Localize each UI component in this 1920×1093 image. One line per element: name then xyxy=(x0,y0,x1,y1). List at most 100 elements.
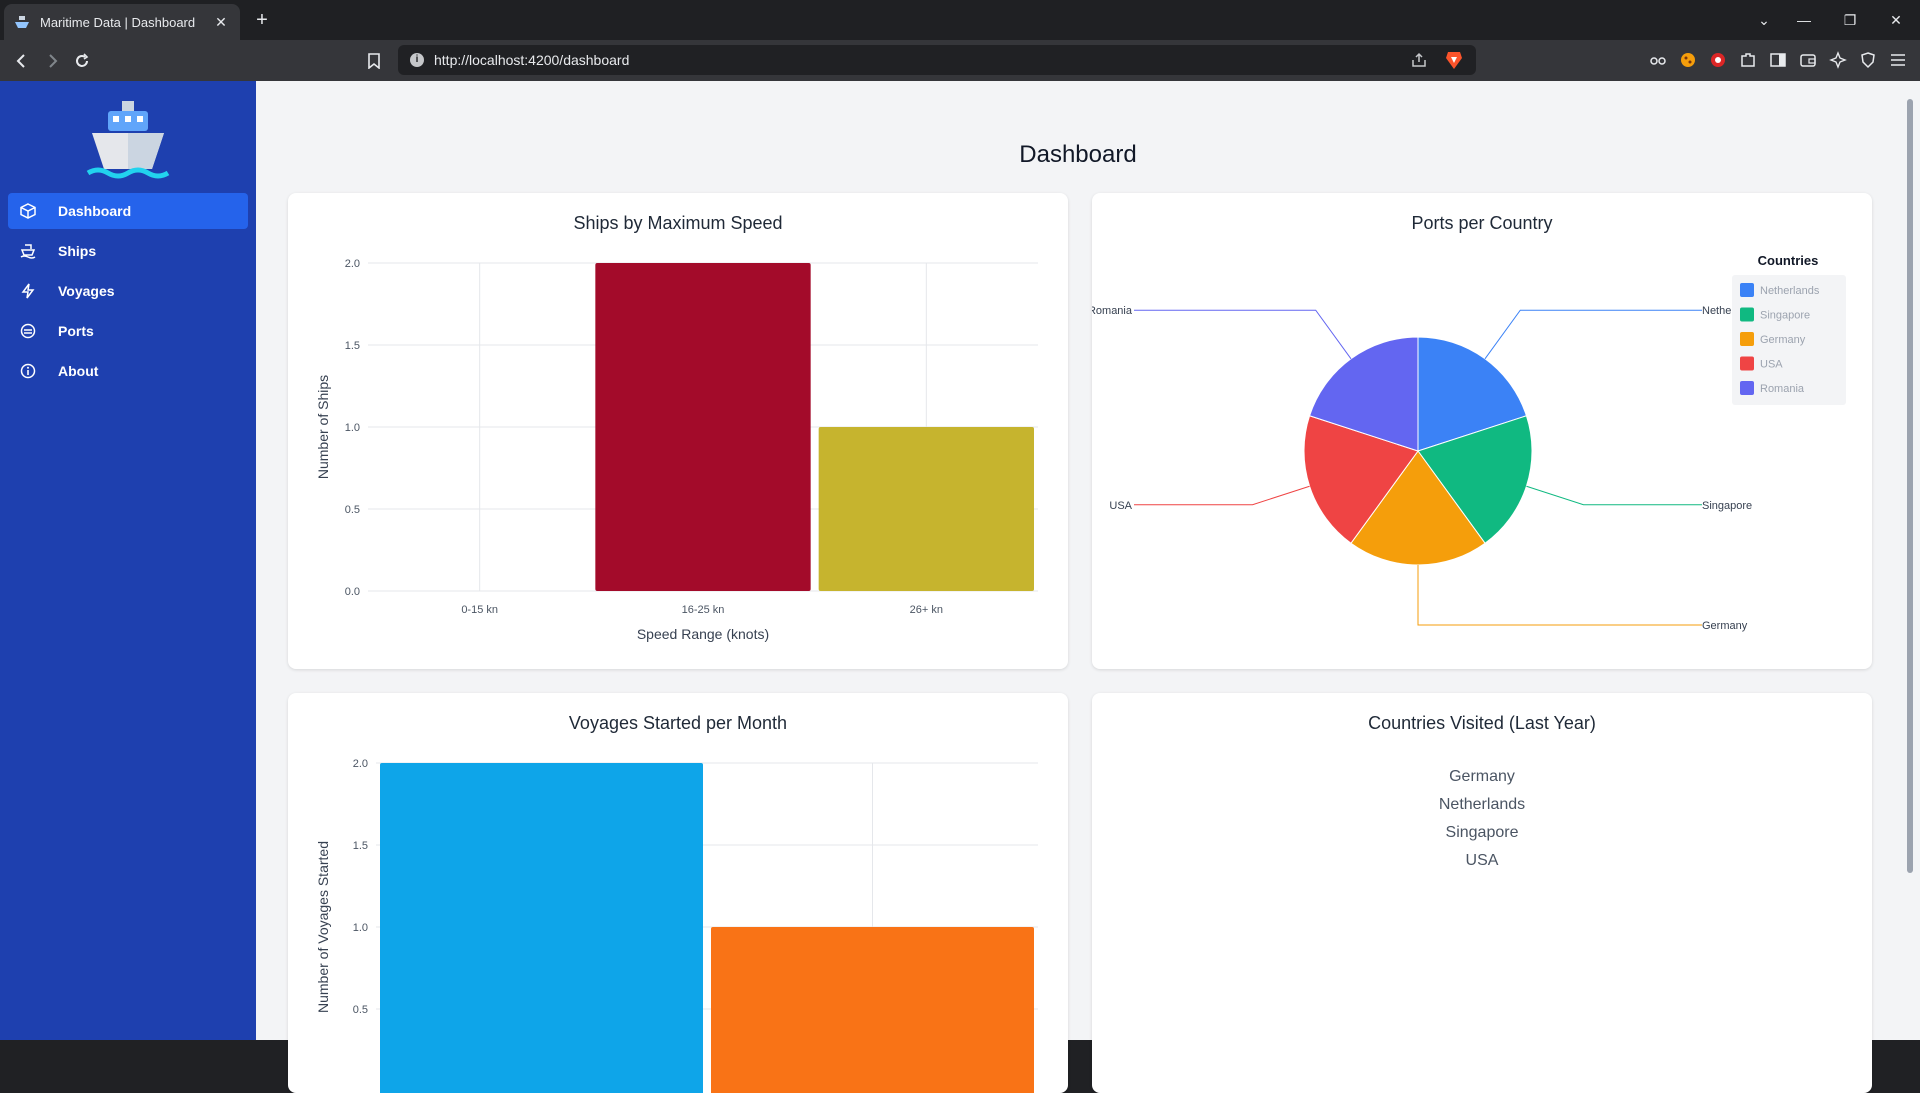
puzzle-extensions-icon[interactable] xyxy=(1738,50,1758,70)
chart-title: Ships by Maximum Speed xyxy=(573,213,783,233)
sidebar-item-dashboard[interactable]: Dashboard xyxy=(8,193,248,229)
legend-label: USA xyxy=(1760,359,1783,371)
vpn-shield-icon[interactable] xyxy=(1858,50,1878,70)
x-tick-label: 26+ kn xyxy=(910,604,943,616)
url-bar[interactable]: i http://localhost:4200/dashboard xyxy=(398,45,1476,75)
ports-country-card: Ports per Country Netherland...Singapore… xyxy=(1092,193,1872,669)
slice-label-line xyxy=(1134,485,1310,506)
slice-label: Romania xyxy=(1092,305,1133,317)
red-extension-icon[interactable] xyxy=(1708,50,1728,70)
legend-swatch xyxy=(1740,356,1754,371)
bookmark-icon xyxy=(368,53,380,69)
slice-label: USA xyxy=(1109,500,1132,512)
ship-favicon-icon xyxy=(15,16,29,28)
tab-title: Maritime Data | Dashboard xyxy=(40,14,196,30)
forward-arrow-icon xyxy=(49,54,58,68)
slice-label-line xyxy=(1526,485,1702,506)
app-root: Dashboard Ships Voyages Ports About xyxy=(0,81,1920,1093)
wallet-icon[interactable] xyxy=(1798,50,1818,70)
pie-slice xyxy=(1417,415,1533,544)
legend-swatch xyxy=(1740,332,1754,346)
sidebar-toggle-icon[interactable] xyxy=(1768,50,1788,70)
x-axis-label: Speed Range (knots) xyxy=(637,626,769,642)
page-scrollbar[interactable] xyxy=(1900,81,1920,1040)
port-icon xyxy=(18,321,38,341)
pie-slice xyxy=(1303,415,1419,544)
legend-label: Romania xyxy=(1760,383,1805,395)
legend-swatch xyxy=(1740,307,1754,322)
y-tick-label: 1.5 xyxy=(353,840,368,852)
slice-label-line xyxy=(1484,309,1702,360)
back-button[interactable] xyxy=(10,49,34,73)
legend-label: Germany xyxy=(1760,334,1806,346)
slice-label: Singapore xyxy=(1702,500,1752,512)
sidebar-item-label: Ships xyxy=(58,243,97,259)
window-close-button[interactable]: ✕ xyxy=(1890,12,1902,28)
sidebar-item-voyages[interactable]: Voyages xyxy=(8,273,248,309)
list-item: Netherlands xyxy=(1438,796,1526,813)
restore-button[interactable]: ❐ xyxy=(1843,12,1857,28)
bolt-icon xyxy=(18,281,38,301)
tab-list-chevron-icon[interactable]: ⌄ xyxy=(1758,12,1770,28)
cookie-extension-icon[interactable] xyxy=(1678,50,1698,70)
legend-title: Countries xyxy=(1758,253,1819,268)
page-title: Dashboard xyxy=(1019,141,1137,168)
y-tick-label: 0.0 xyxy=(345,586,360,598)
bar xyxy=(380,763,703,1093)
scrollbar-thumb[interactable] xyxy=(1907,99,1913,873)
pie-slice xyxy=(1350,450,1486,566)
slice-label: Germany xyxy=(1702,620,1748,632)
list-item: Singapore xyxy=(1445,824,1519,841)
card-title: Countries Visited (Last Year) xyxy=(1368,713,1596,733)
back-arrow-icon xyxy=(16,54,25,68)
cube-icon xyxy=(18,201,38,221)
y-tick-label: 0.5 xyxy=(345,504,360,516)
info-icon xyxy=(18,361,38,381)
sidebar-item-label: Ports xyxy=(58,323,94,339)
minimize-button[interactable]: — xyxy=(1797,12,1811,28)
sidebar-item-ships[interactable]: Ships xyxy=(8,233,248,269)
ports-country-chart: Netherland...SingaporeGermanyUSARomaniaC… xyxy=(1092,253,1846,632)
site-info-icon[interactable]: i xyxy=(410,53,424,67)
main-content: Dashboard Ships by Maximum Speed 0.0 0.5 1… xyxy=(256,81,1900,1093)
sidebar-item-about[interactable]: About xyxy=(8,353,248,389)
ship-logo-icon xyxy=(86,101,170,179)
share-icon[interactable] xyxy=(1410,51,1428,69)
y-tick-label: 1.0 xyxy=(345,422,360,434)
ships-speed-chart: 0.0 0.5 1.0 1.5 2.0 0-15 kn 16-25 kn 26+ kn Spee… xyxy=(315,258,1038,642)
list-item: USA xyxy=(1465,852,1499,869)
browser-tab-bar: Maritime Data | Dashboard ✕ + ⌄ — ❐ ✕ xyxy=(0,0,1920,40)
y-tick-label: 2.0 xyxy=(353,758,368,770)
legend-swatch xyxy=(1740,381,1754,395)
bar xyxy=(711,927,1034,1093)
brave-shield-icon[interactable] xyxy=(1444,50,1464,70)
chart-title: Ports per Country xyxy=(1411,213,1553,233)
bar xyxy=(818,427,1034,591)
url-text: http://localhost:4200/dashboard xyxy=(434,52,630,68)
list-item: Germany xyxy=(1449,768,1515,785)
bar xyxy=(595,263,811,591)
slice-label-line xyxy=(1417,565,1702,626)
legend-swatch xyxy=(1740,283,1754,297)
menu-hamburger-icon[interactable] xyxy=(1888,50,1908,70)
ai-sparkle-icon[interactable] xyxy=(1828,50,1848,70)
browser-tab[interactable]: Maritime Data | Dashboard ✕ xyxy=(4,4,240,40)
x-tick-label: 0-15 kn xyxy=(461,604,498,616)
countries-list: Germany Netherlands Singapore USA xyxy=(1092,763,1872,875)
x-tick-label: 16-25 kn xyxy=(682,604,725,616)
reader-extension-icon[interactable] xyxy=(1648,50,1668,70)
voyages-month-chart: 0.5 1.0 1.5 2.0 Number of Voyages Started xyxy=(315,758,1038,1093)
sidebar: Dashboard Ships Voyages Ports About xyxy=(0,81,256,1040)
sidebar-item-ports[interactable]: Ports xyxy=(8,313,248,349)
y-tick-label: 1.5 xyxy=(345,340,360,352)
forward-button[interactable] xyxy=(40,49,64,73)
tab-close-icon[interactable]: ✕ xyxy=(215,13,227,30)
y-axis-label: Number of Voyages Started xyxy=(315,841,331,1013)
ships-speed-card: Ships by Maximum Speed 0.0 0.5 1.0 1.5 2.0 0-… xyxy=(288,193,1068,669)
bookmark-button[interactable] xyxy=(362,49,386,73)
new-tab-button[interactable]: + xyxy=(256,9,268,31)
reload-button[interactable] xyxy=(70,49,94,73)
sidebar-item-label: About xyxy=(58,363,99,379)
pie-slice xyxy=(1308,336,1419,452)
slice-label-line xyxy=(1134,309,1352,360)
